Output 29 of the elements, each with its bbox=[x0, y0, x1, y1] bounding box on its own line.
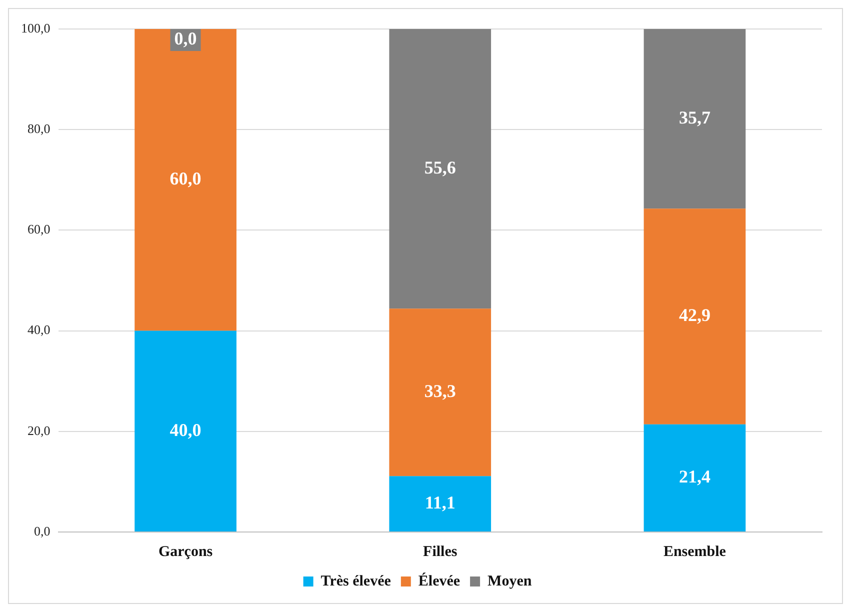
bar bbox=[644, 29, 746, 209]
bar bbox=[134, 29, 236, 331]
legend-label: Moyen bbox=[488, 573, 532, 590]
data-label: 33,3 bbox=[424, 381, 456, 402]
bar bbox=[389, 476, 492, 532]
data-label: 0,0 bbox=[174, 28, 197, 49]
x-tick-label: Filles bbox=[423, 544, 458, 560]
legend-label: Très élevée bbox=[320, 573, 392, 590]
x-tick-label: Ensemble bbox=[663, 544, 726, 560]
data-label: 35,7 bbox=[678, 107, 710, 128]
y-tick-label: 100,0 bbox=[21, 20, 50, 36]
y-tick-label: 60,0 bbox=[28, 222, 50, 237]
bar bbox=[389, 29, 492, 309]
bar bbox=[644, 208, 746, 424]
data-label: 21,4 bbox=[678, 466, 710, 487]
data-label: 11,1 bbox=[424, 492, 456, 512]
y-tick-label: 0,0 bbox=[34, 523, 50, 538]
y-tick-label: 40,0 bbox=[28, 322, 50, 338]
y-tick-label: 80,0 bbox=[28, 121, 50, 136]
data-label: 42,9 bbox=[678, 305, 710, 326]
bar bbox=[644, 424, 746, 532]
data-label: 60,0 bbox=[170, 168, 202, 189]
data-label: 40,0 bbox=[170, 420, 202, 440]
bar bbox=[134, 330, 236, 532]
y-tick-label: 20,0 bbox=[28, 422, 50, 438]
legend-label: Élevée bbox=[418, 572, 460, 590]
bar bbox=[389, 308, 492, 476]
x-tick-label: Garçons bbox=[158, 544, 213, 560]
data-label: 55,6 bbox=[424, 157, 456, 178]
